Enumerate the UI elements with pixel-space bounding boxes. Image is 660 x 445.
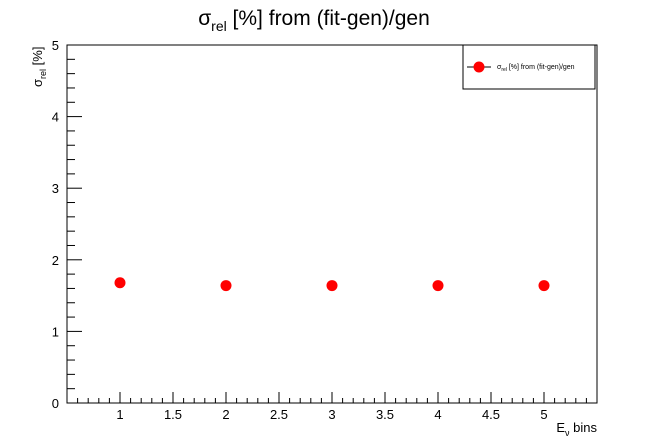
y-tick-label: 1 xyxy=(52,324,59,339)
x-tick-label: 4 xyxy=(434,407,441,422)
x-tick-label: 1 xyxy=(116,407,123,422)
data-point xyxy=(326,280,338,292)
chart-title: σrel [%] from (fit-gen)/gen xyxy=(198,7,430,34)
legend-marker xyxy=(473,61,485,73)
y-tick-label: 4 xyxy=(52,110,59,125)
x-tick-label: 3.5 xyxy=(376,407,394,422)
data-point xyxy=(220,280,232,292)
x-tick-label: 2.5 xyxy=(270,407,288,422)
x-tick-label: 1.5 xyxy=(164,407,182,422)
x-tick-label: 3 xyxy=(328,407,335,422)
data-point xyxy=(538,280,550,292)
x-tick-label: 5 xyxy=(540,407,547,422)
data-points xyxy=(114,277,550,292)
plot-frame xyxy=(66,44,598,404)
y-axis-ticks: 0 1 2 3 4 5 xyxy=(52,38,82,411)
data-point xyxy=(114,277,126,289)
y-tick-label: 2 xyxy=(52,253,59,268)
y-axis-label: σrel [%] xyxy=(30,47,48,87)
x-tick-label: 4.5 xyxy=(482,407,500,422)
y-tick-label: 5 xyxy=(52,38,59,53)
y-tick-label: 0 xyxy=(52,396,59,411)
data-point xyxy=(432,280,444,292)
legend-label: σrel [%] from (fit-gen)/gen xyxy=(497,64,575,73)
y-tick-label: 3 xyxy=(52,181,59,196)
x-tick-label: 2 xyxy=(222,407,229,422)
legend: σrel [%] from (fit-gen)/gen xyxy=(462,44,596,90)
x-axis-label: Eν bins xyxy=(556,420,597,438)
x-axis-ticks: 1 1.5 2 2.5 3 3.5 4 4.5 5 xyxy=(66,392,598,422)
